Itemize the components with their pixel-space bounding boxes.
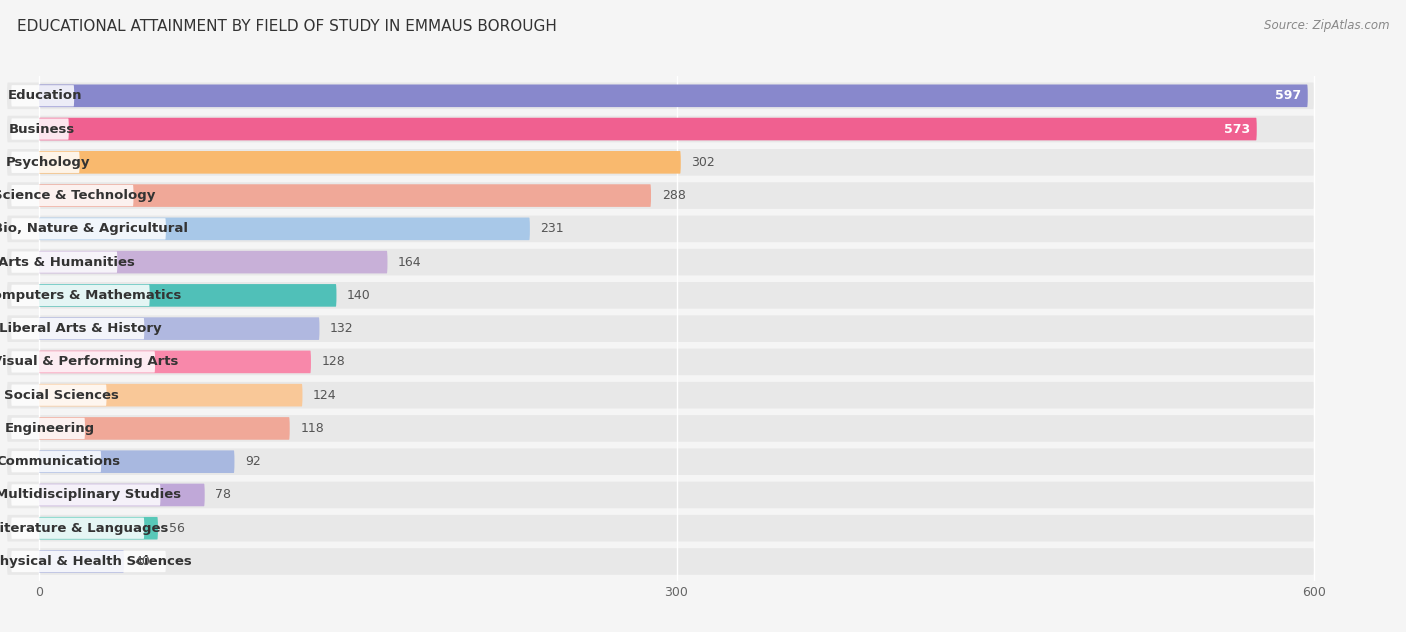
- FancyBboxPatch shape: [7, 149, 1315, 176]
- FancyBboxPatch shape: [39, 317, 319, 340]
- FancyBboxPatch shape: [7, 282, 1315, 308]
- Text: Literature & Languages: Literature & Languages: [0, 522, 169, 535]
- Text: 124: 124: [314, 389, 336, 402]
- Text: Engineering: Engineering: [6, 422, 96, 435]
- Text: 140: 140: [347, 289, 371, 302]
- FancyBboxPatch shape: [11, 318, 145, 339]
- Text: Psychology: Psychology: [6, 156, 90, 169]
- FancyBboxPatch shape: [11, 118, 69, 140]
- Text: Computers & Mathematics: Computers & Mathematics: [0, 289, 181, 302]
- FancyBboxPatch shape: [7, 482, 1315, 508]
- Text: Education: Education: [7, 89, 82, 102]
- FancyBboxPatch shape: [7, 349, 1315, 375]
- FancyBboxPatch shape: [11, 418, 84, 439]
- FancyBboxPatch shape: [7, 116, 1315, 142]
- FancyBboxPatch shape: [7, 515, 1315, 542]
- FancyBboxPatch shape: [39, 118, 1257, 140]
- FancyBboxPatch shape: [39, 351, 311, 374]
- FancyBboxPatch shape: [11, 351, 155, 372]
- FancyBboxPatch shape: [39, 550, 124, 573]
- FancyBboxPatch shape: [11, 152, 80, 173]
- FancyBboxPatch shape: [7, 249, 1315, 276]
- Text: 302: 302: [692, 156, 716, 169]
- Text: Business: Business: [8, 123, 76, 135]
- FancyBboxPatch shape: [39, 483, 205, 506]
- Text: Multidisciplinary Studies: Multidisciplinary Studies: [0, 489, 181, 501]
- Text: EDUCATIONAL ATTAINMENT BY FIELD OF STUDY IN EMMAUS BOROUGH: EDUCATIONAL ATTAINMENT BY FIELD OF STUDY…: [17, 19, 557, 34]
- Text: 132: 132: [330, 322, 354, 335]
- Text: Communications: Communications: [0, 455, 121, 468]
- Text: 56: 56: [169, 522, 184, 535]
- Text: 128: 128: [322, 355, 346, 368]
- Text: 288: 288: [662, 189, 686, 202]
- FancyBboxPatch shape: [39, 251, 388, 274]
- FancyBboxPatch shape: [11, 484, 160, 506]
- Text: Arts & Humanities: Arts & Humanities: [0, 255, 135, 269]
- Text: Visual & Performing Arts: Visual & Performing Arts: [0, 355, 179, 368]
- Text: 597: 597: [1275, 89, 1302, 102]
- Text: Physical & Health Sciences: Physical & Health Sciences: [0, 555, 191, 568]
- FancyBboxPatch shape: [11, 518, 145, 539]
- FancyBboxPatch shape: [7, 415, 1315, 442]
- FancyBboxPatch shape: [11, 218, 166, 240]
- FancyBboxPatch shape: [11, 384, 107, 406]
- FancyBboxPatch shape: [11, 451, 101, 472]
- FancyBboxPatch shape: [11, 285, 149, 306]
- Text: 164: 164: [398, 255, 422, 269]
- FancyBboxPatch shape: [39, 217, 530, 240]
- Text: 118: 118: [301, 422, 323, 435]
- FancyBboxPatch shape: [39, 417, 290, 440]
- FancyBboxPatch shape: [39, 517, 157, 540]
- FancyBboxPatch shape: [39, 451, 235, 473]
- FancyBboxPatch shape: [7, 382, 1315, 408]
- Text: Social Sciences: Social Sciences: [4, 389, 118, 402]
- FancyBboxPatch shape: [39, 185, 651, 207]
- FancyBboxPatch shape: [7, 448, 1315, 475]
- FancyBboxPatch shape: [7, 315, 1315, 342]
- Text: 92: 92: [245, 455, 262, 468]
- FancyBboxPatch shape: [7, 548, 1315, 574]
- FancyBboxPatch shape: [39, 85, 1308, 107]
- Text: Liberal Arts & History: Liberal Arts & History: [0, 322, 162, 335]
- FancyBboxPatch shape: [39, 384, 302, 406]
- FancyBboxPatch shape: [7, 182, 1315, 209]
- Text: 40: 40: [135, 555, 150, 568]
- FancyBboxPatch shape: [11, 551, 166, 572]
- Text: 573: 573: [1225, 123, 1250, 135]
- FancyBboxPatch shape: [11, 185, 134, 206]
- Text: Science & Technology: Science & Technology: [0, 189, 156, 202]
- Text: 78: 78: [215, 489, 232, 501]
- FancyBboxPatch shape: [11, 85, 75, 106]
- Text: 231: 231: [540, 222, 564, 235]
- Text: Bio, Nature & Agricultural: Bio, Nature & Agricultural: [0, 222, 188, 235]
- FancyBboxPatch shape: [7, 83, 1315, 109]
- FancyBboxPatch shape: [39, 284, 336, 307]
- Text: Source: ZipAtlas.com: Source: ZipAtlas.com: [1264, 19, 1389, 32]
- FancyBboxPatch shape: [39, 151, 681, 174]
- FancyBboxPatch shape: [7, 216, 1315, 242]
- FancyBboxPatch shape: [11, 252, 117, 273]
